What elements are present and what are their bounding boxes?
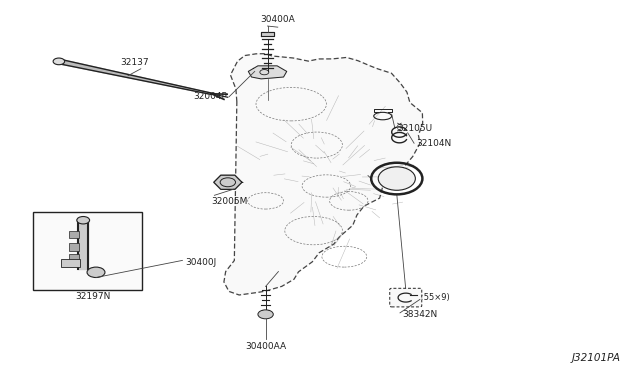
- FancyBboxPatch shape: [390, 288, 422, 307]
- Polygon shape: [224, 54, 422, 295]
- Text: 32105U: 32105U: [397, 124, 432, 133]
- Text: 32104N: 32104N: [416, 139, 451, 148]
- Bar: [69, 231, 79, 238]
- Text: 32137: 32137: [120, 58, 148, 67]
- Text: 32004P: 32004P: [193, 92, 227, 101]
- Bar: [61, 259, 80, 267]
- Circle shape: [77, 217, 90, 224]
- Polygon shape: [248, 66, 287, 79]
- Bar: [33, 212, 142, 290]
- Polygon shape: [214, 175, 242, 189]
- Polygon shape: [261, 32, 274, 36]
- Polygon shape: [78, 220, 88, 269]
- Ellipse shape: [378, 167, 415, 190]
- Text: (40×55×9): (40×55×9): [403, 293, 450, 302]
- Circle shape: [87, 267, 105, 278]
- Text: 32197N: 32197N: [76, 292, 111, 301]
- Text: 38342N: 38342N: [402, 310, 437, 319]
- Polygon shape: [58, 59, 212, 94]
- Circle shape: [53, 58, 65, 65]
- Bar: [69, 254, 79, 261]
- Bar: [69, 243, 79, 251]
- Text: 30400A: 30400A: [260, 15, 295, 24]
- Text: J32101PA: J32101PA: [572, 353, 621, 363]
- Text: 32005M: 32005M: [211, 197, 248, 206]
- Text: 30400AA: 30400AA: [245, 342, 286, 351]
- Circle shape: [258, 310, 273, 319]
- Text: 30400J: 30400J: [186, 258, 217, 267]
